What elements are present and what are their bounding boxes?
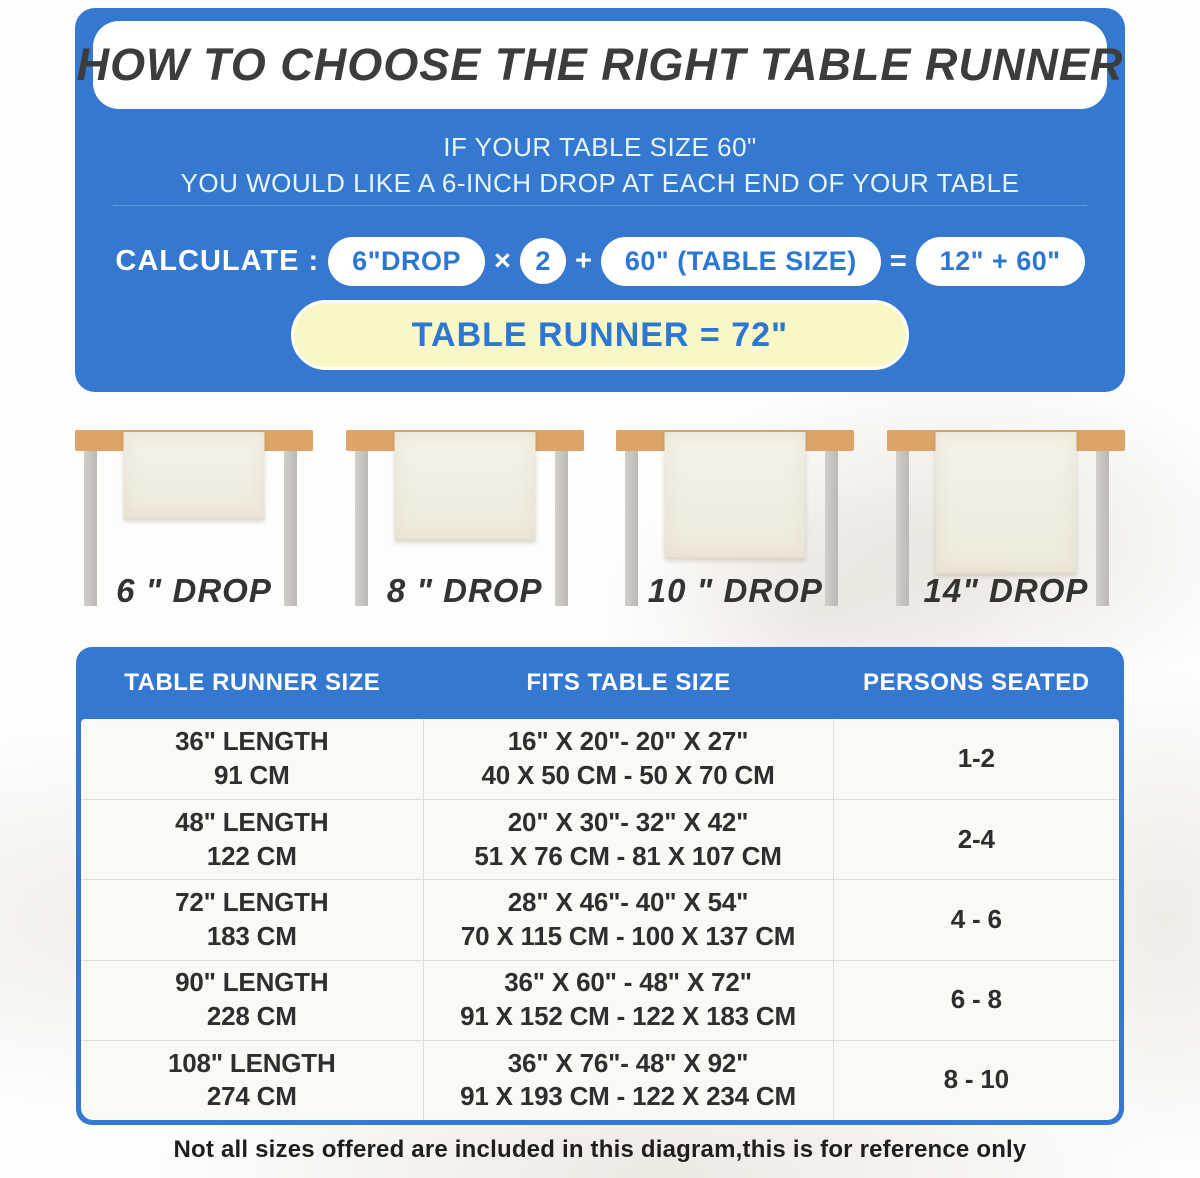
multiply-operator: × — [494, 244, 511, 277]
table-leg — [825, 451, 839, 606]
header-panel: HOW TO CHOOSE THE RIGHT TABLE RUNNER IF … — [75, 8, 1125, 392]
fits-size-cell: 20" X 30"- 32" X 42" 51 X 76 CM - 81 X 1… — [424, 800, 834, 880]
table-figure-6in: 6 " DROP — [75, 430, 313, 638]
size-table-body: 36" LENGTH 91 CM 16" X 20"- 20" X 27" 40… — [81, 719, 1119, 1120]
table-row: 90" LENGTH 228 CM 36" X 60" - 48" X 72" … — [81, 959, 1119, 1040]
table-leg — [84, 451, 97, 606]
calculate-label: CALCULATE : — [115, 244, 320, 277]
runner-size-cell: 90" LENGTH 228 CM — [81, 960, 424, 1040]
col-header-runner-size: TABLE RUNNER SIZE — [124, 669, 381, 696]
col-header-fits-table: FITS TABLE SIZE — [526, 669, 731, 696]
col-header-persons: PERSONS SEATED — [862, 669, 1090, 696]
factor-badge: 2 — [519, 238, 566, 284]
table-leg — [554, 451, 568, 606]
sum-pill: 12" + 60" — [915, 236, 1085, 286]
drop-value-pill: 6"DROP — [328, 236, 485, 286]
result-text: TABLE RUNNER = 72" — [411, 315, 789, 354]
persons-cell: 4 - 6 — [950, 904, 1002, 935]
equals-operator: = — [889, 244, 907, 277]
table-leg — [354, 451, 368, 606]
drop-label: 6 " DROP — [116, 572, 272, 609]
persons-cell: 6 - 8 — [950, 984, 1002, 1015]
runner-size-cell: 108" LENGTH 274 CM — [81, 1040, 424, 1120]
drop-label: 10 " DROP — [647, 572, 823, 609]
persons-cell: 1-2 — [957, 743, 995, 774]
result-pill: TABLE RUNNER = 72" — [291, 300, 909, 370]
runner-cloth — [664, 432, 806, 559]
size-table-header-row: TABLE RUNNER SIZE FITS TABLE SIZE PERSON… — [81, 647, 1119, 719]
drop-illustrations: 6 " DROP 8 " DROP 10 " DROP 14" DROP — [75, 430, 1125, 638]
table-figure-8in: 8 " DROP — [345, 430, 584, 638]
drop-label: 8 " DROP — [386, 572, 543, 609]
subtitle-line1: IF YOUR TABLE SIZE 60" — [443, 132, 757, 162]
calculation-row: CALCULATE : 6"DROP × 2 + 60" (TABLE SIZE… — [85, 232, 1115, 290]
table-leg — [1095, 451, 1109, 606]
subtitle-line2: YOU WOULD LIKE A 6-INCH DROP AT EACH END… — [180, 168, 1020, 198]
runner-cloth — [123, 432, 265, 520]
runner-size-cell: 36" LENGTH 91 CM — [81, 719, 424, 800]
fits-size-cell: 28" X 46"- 40" X 54" 70 X 115 CM - 100 X… — [424, 880, 834, 960]
runner-size-cell: 48" LENGTH 122 CM — [81, 800, 424, 880]
table-leg — [625, 451, 639, 606]
persons-cell: 8 - 10 — [943, 1064, 1009, 1095]
fits-size-cell: 36" X 60" - 48" X 72" 91 X 152 CM - 122 … — [424, 960, 834, 1040]
page-title: HOW TO CHOOSE THE RIGHT TABLE RUNNER — [76, 39, 1124, 90]
table-figure-14in: 14" DROP — [886, 430, 1125, 638]
table-row: 36" LENGTH 91 CM 16" X 20"- 20" X 27" 40… — [81, 719, 1119, 800]
table-size-pill: 60" (TABLE SIZE) — [600, 236, 881, 286]
table-row: 108" LENGTH 274 CM 36" X 76"- 48" X 92" … — [81, 1039, 1119, 1120]
drop-label: 14" DROP — [923, 572, 1089, 609]
table-row: 72" LENGTH 183 CM 28" X 46"- 40" X 54" 7… — [81, 879, 1119, 960]
table-leg — [284, 451, 297, 606]
fits-size-cell: 36" X 76"- 48" X 92" 91 X 193 CM - 122 X… — [424, 1040, 834, 1120]
fits-size-cell: 16" X 20"- 20" X 27" 40 X 50 CM - 50 X 7… — [424, 719, 834, 800]
runner-cloth — [394, 432, 536, 541]
table-figure-10in: 10 " DROP — [616, 430, 855, 638]
plus-operator: + — [574, 244, 592, 277]
subtitle-divider — [113, 205, 1087, 206]
title-banner: HOW TO CHOOSE THE RIGHT TABLE RUNNER — [77, 21, 1122, 109]
table-leg — [895, 451, 909, 606]
runner-size-cell: 72" LENGTH 183 CM — [81, 880, 424, 960]
size-table-panel: TABLE RUNNER SIZE FITS TABLE SIZE PERSON… — [76, 647, 1124, 1125]
persons-cell: 2-4 — [957, 823, 995, 854]
runner-cloth — [935, 432, 1077, 574]
table-row: 48" LENGTH 122 CM 20" X 30"- 32" X 42" 5… — [81, 799, 1119, 880]
reference-note: Not all sizes offered are included in th… — [173, 1136, 1027, 1163]
